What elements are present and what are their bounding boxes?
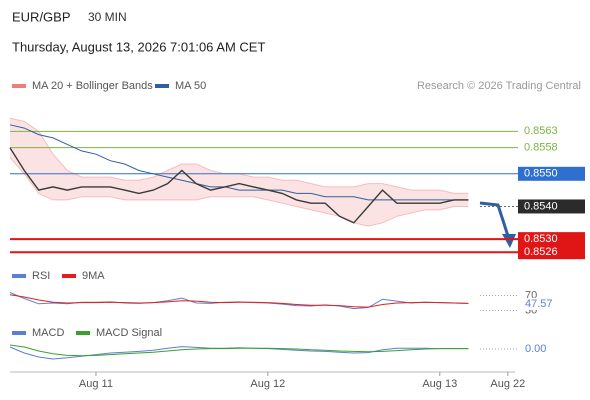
level-label: 0.8558: [524, 142, 558, 154]
legend-label: MA 20 + Bollinger Bands: [32, 80, 153, 92]
level-label-box: [518, 232, 585, 247]
level-label: 0.8550: [524, 168, 558, 180]
legend-label: 9MA: [82, 270, 105, 282]
level-label: 0.8530: [524, 233, 558, 245]
level-label: 0.8526: [524, 246, 558, 258]
subtitle: Thursday, August 13, 2026 7:01:06 AM CET: [12, 39, 265, 54]
indicator-line: [9, 292, 469, 310]
indicator-last-bg: [522, 297, 554, 310]
x-tick-label: Aug 11: [79, 378, 113, 390]
indicator-line: [9, 294, 469, 308]
legend-swatch: [12, 274, 26, 278]
x-tick-label: Aug 22: [490, 378, 525, 390]
legend-swatch: [62, 274, 76, 278]
indicator-tick-label: 0.00: [525, 343, 546, 355]
level-label-box: [518, 166, 585, 181]
bollinger-lower: [9, 157, 469, 227]
level-label-box: [518, 245, 585, 260]
forecast-arrow: [479, 201, 510, 237]
chart-title: EUR/GBP: [12, 9, 71, 24]
legend-swatch: [12, 331, 26, 335]
timeframe: 30 MIN: [88, 10, 127, 24]
forecast-arrowhead: [502, 234, 516, 248]
legend-swatch: [12, 84, 26, 88]
x-tick-label: Aug 13: [422, 378, 457, 390]
indicator-line: [9, 344, 469, 357]
legend-swatch: [76, 331, 90, 335]
price-line: [9, 147, 469, 224]
legend-label: MACD Signal: [96, 327, 162, 339]
source: Research © 2026 Trading Central: [417, 80, 581, 92]
legend-swatch: [155, 84, 169, 88]
bollinger-band: [10, 118, 469, 227]
legend-label: RSI: [32, 270, 50, 282]
level-label: 0.8563: [524, 125, 558, 137]
legend-label: MA 50: [175, 80, 206, 92]
level-label-box: [518, 199, 585, 214]
level-label: 0.8540: [524, 200, 558, 212]
indicator-last-label: 47.57: [525, 298, 553, 310]
x-tick-label: Aug 12: [250, 378, 285, 390]
legend-label: MACD: [32, 327, 64, 339]
ma50-line: [9, 124, 469, 201]
